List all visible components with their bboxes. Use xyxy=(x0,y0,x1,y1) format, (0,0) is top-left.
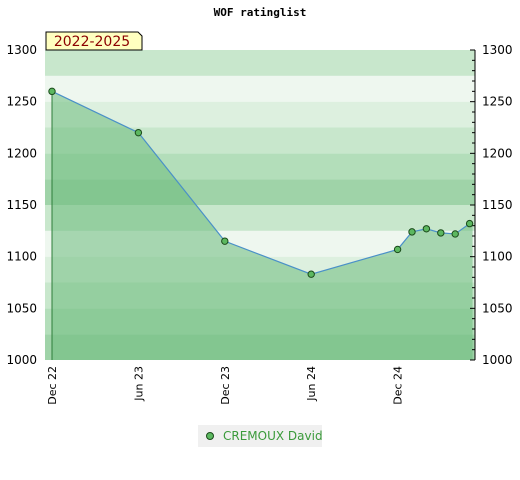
y-tick-label-right: 1100 xyxy=(482,250,513,264)
y-tick-label-right: 1250 xyxy=(482,95,513,109)
y-tick-label-right: 1050 xyxy=(482,301,513,315)
y-tick-label-left: 1150 xyxy=(6,198,37,212)
y-axis-right: 1000 1050 1100 1150 1200 1250 1300 xyxy=(470,43,513,367)
legend-label: CREMOUX David xyxy=(223,429,323,443)
legend[interactable]: CREMOUX David xyxy=(198,425,323,447)
y-tick-label-left: 1200 xyxy=(6,146,37,160)
data-point xyxy=(221,237,229,245)
data-point xyxy=(408,228,416,236)
data-point xyxy=(307,270,315,278)
data-point xyxy=(134,128,143,137)
legend-marker xyxy=(206,432,214,440)
data-point xyxy=(422,225,431,233)
chart-title: WOF ratinglist xyxy=(214,6,307,19)
data-point xyxy=(393,245,402,254)
y-tick-label-left: 1050 xyxy=(6,301,37,315)
data-point xyxy=(465,219,474,228)
y-axis-left: 1000 1050 1100 1150 1200 1250 1300 xyxy=(6,43,37,367)
x-axis: Dec 22 Jun 23 Dec 23 Jun 24 Dec 24 xyxy=(46,366,405,405)
y-tick-label-left: 1300 xyxy=(6,43,37,57)
data-point xyxy=(48,87,56,96)
y-tick-label-left: 1250 xyxy=(6,95,37,109)
x-tick-label: Jun 23 xyxy=(132,366,145,402)
series-area xyxy=(52,91,473,360)
x-tick-label: Dec 24 xyxy=(392,366,405,405)
data-point xyxy=(451,230,459,238)
period-badge-label: 2022-2025 xyxy=(54,34,130,50)
period-badge: 2022-2025 xyxy=(45,31,143,51)
x-tick-label: Dec 23 xyxy=(219,366,232,405)
y-tick-label-right: 1200 xyxy=(482,146,513,160)
x-tick-label: Jun 24 xyxy=(305,366,318,402)
x-tick-label: Dec 22 xyxy=(46,366,59,405)
y-tick-label-left: 1000 xyxy=(6,353,37,367)
y-tick-label-right: 1150 xyxy=(482,198,513,212)
band xyxy=(45,75,475,102)
data-point xyxy=(437,229,445,237)
y-tick-label-left: 1100 xyxy=(6,250,37,264)
band xyxy=(45,50,475,76)
y-tick-label-right: 1000 xyxy=(482,353,513,367)
y-tick-label-right: 1300 xyxy=(482,43,513,57)
data-points xyxy=(48,87,474,278)
